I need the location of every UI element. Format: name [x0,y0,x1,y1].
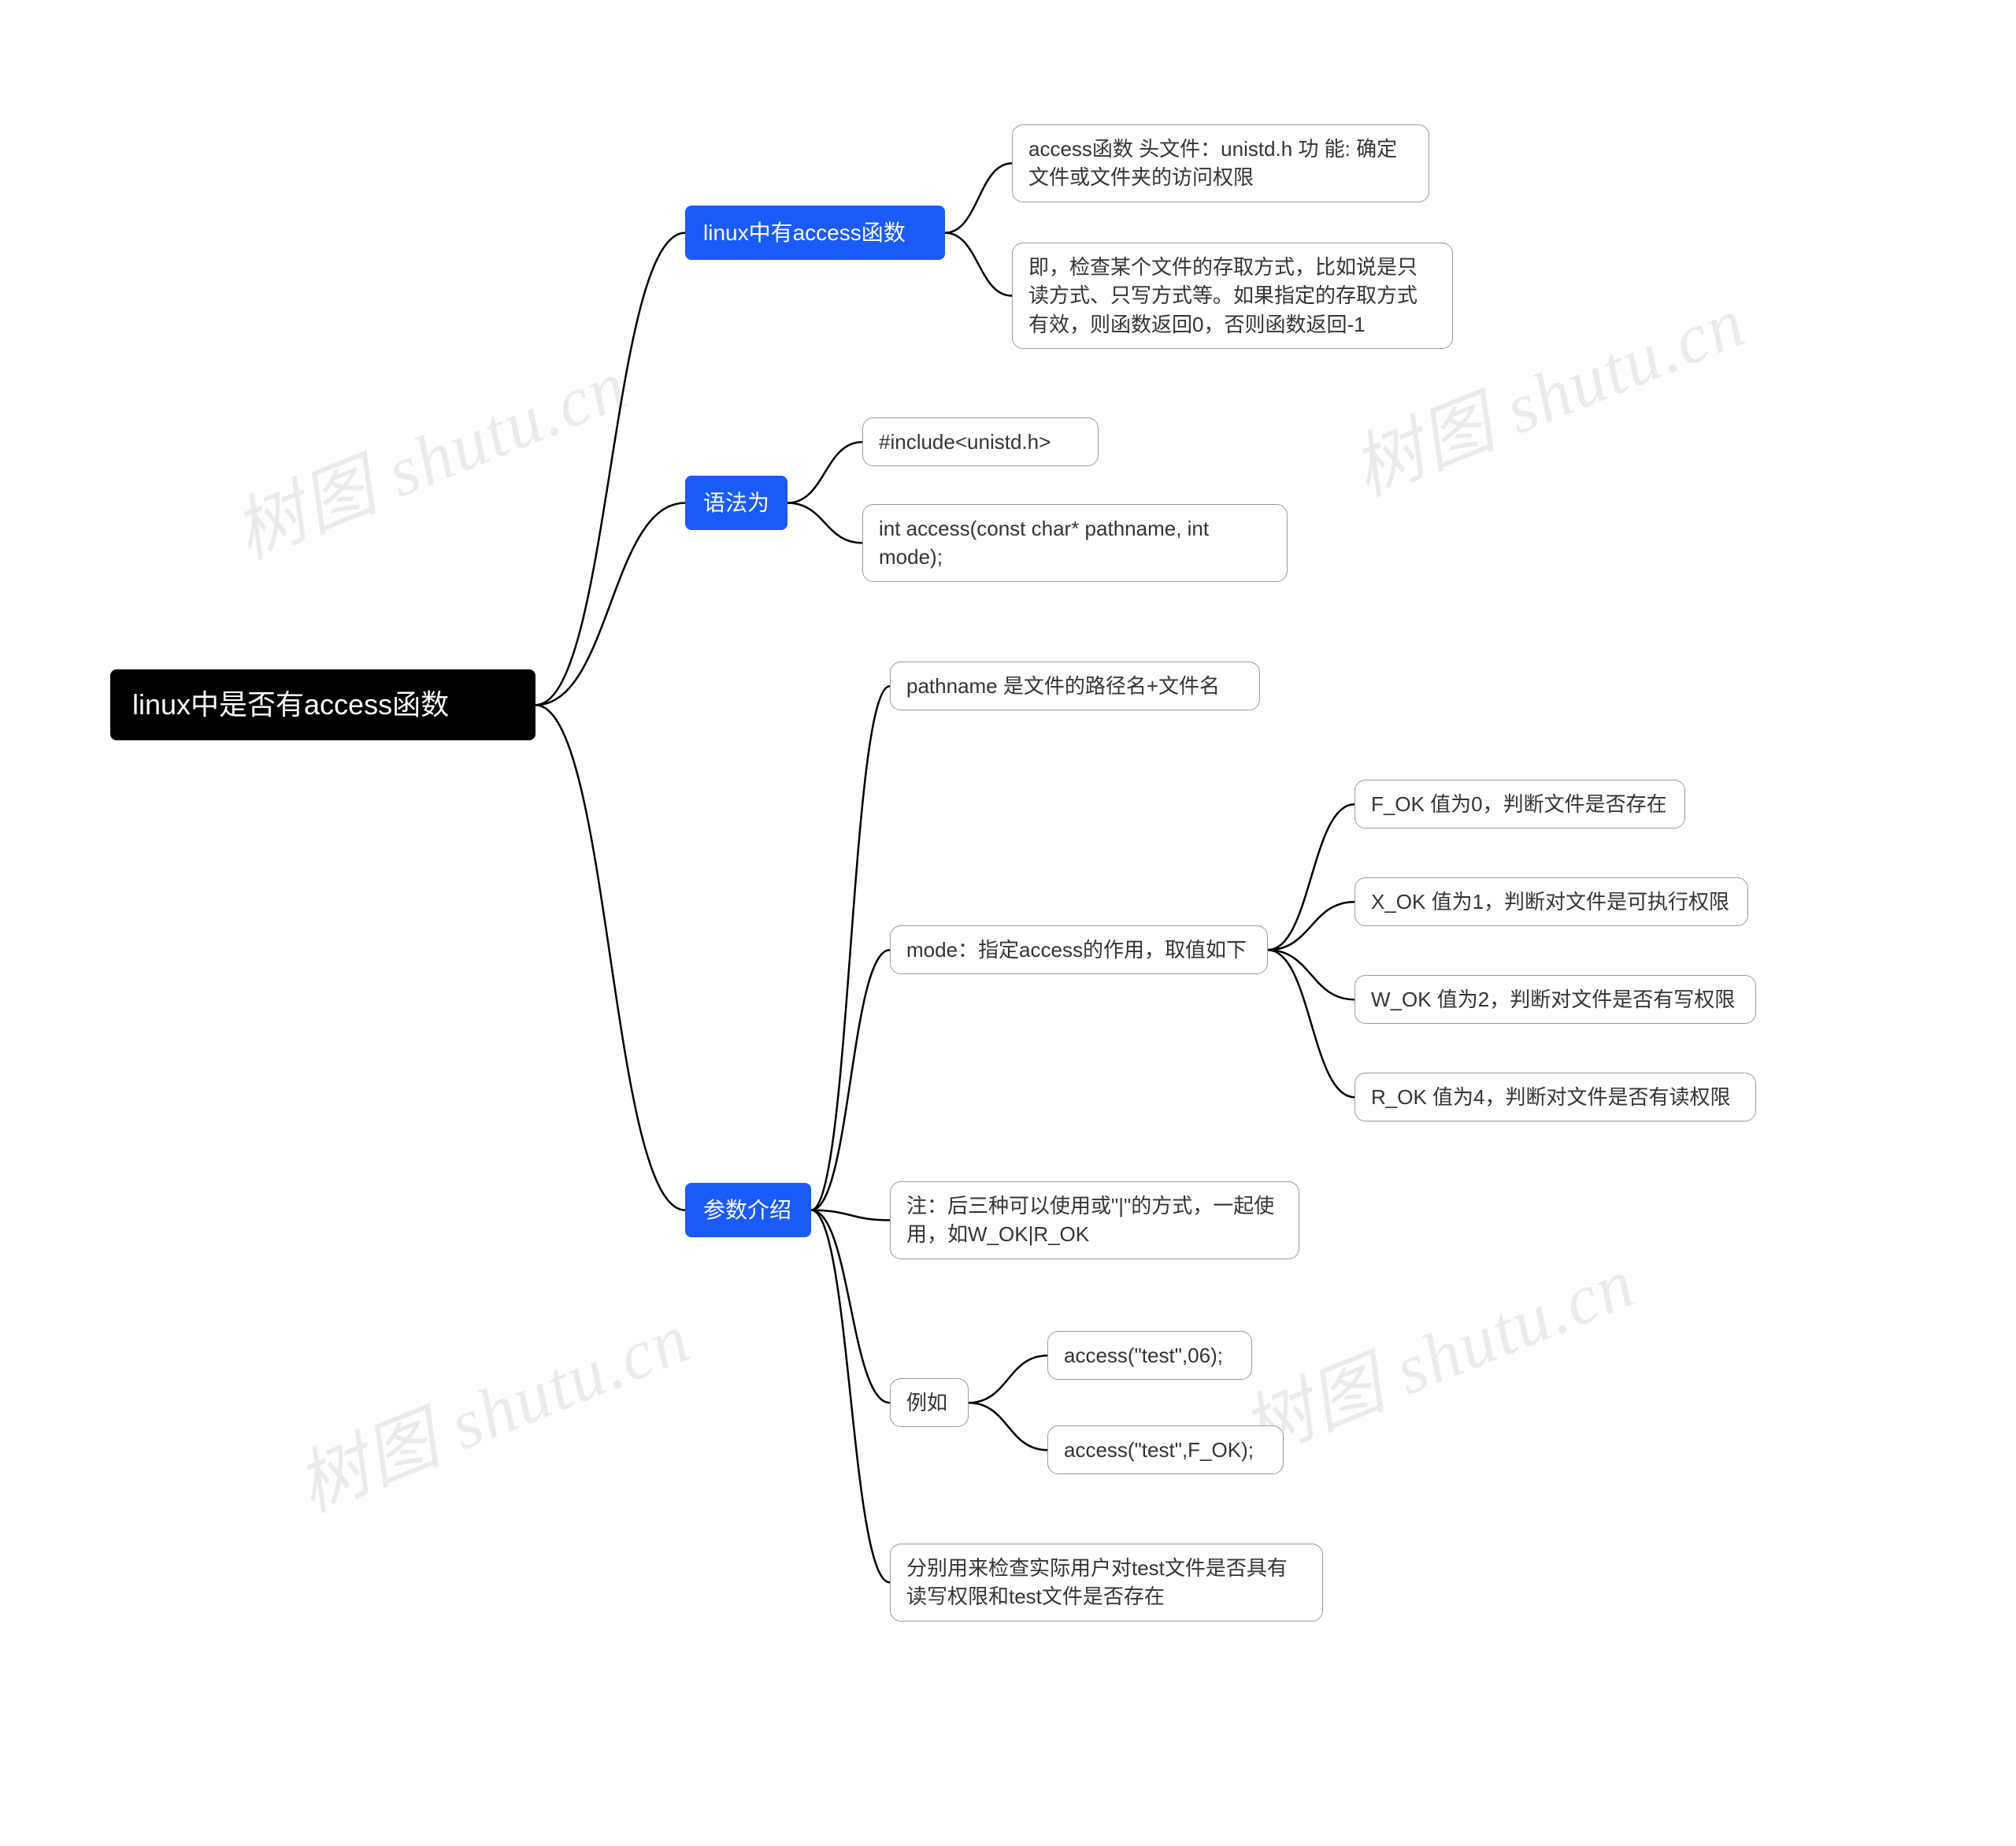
leaf-include[interactable]: #include<unistd.h> [862,417,1099,466]
leaf-explain[interactable]: 分别用来检查实际用户对test文件是否具有读写权限和test文件是否存在 [890,1544,1323,1622]
leaf-signature[interactable]: int access(const char* pathname, int mod… [862,504,1288,582]
leaf-pathname[interactable]: pathname 是文件的路径名+文件名 [890,662,1260,710]
leaf-note[interactable]: 注：后三种可以使用或"|"的方式，一起使用，如W_OK|R_OK [890,1181,1299,1259]
watermark: 树图 shutu.cn [217,328,639,578]
branch-syntax[interactable]: 语法为 [685,476,788,530]
leaf-check-mode[interactable]: 即，检查某个文件的存取方式，比如说是只读方式、只写方式等。如果指定的存取方式有效… [1012,243,1453,349]
leaf-rok[interactable]: R_OK 值为4，判断对文件是否有读权限 [1354,1073,1756,1121]
branch-access-exists[interactable]: linux中有access函数 [685,206,945,260]
leaf-wok[interactable]: W_OK 值为2，判断对文件是否有写权限 [1354,975,1756,1024]
leaf-header-desc[interactable]: access函数 头文件：unistd.h 功 能: 确定文件或文件夹的访问权限 [1012,124,1429,202]
leaf-xok[interactable]: X_OK 值为1，判断对文件是可执行权限 [1354,877,1748,926]
branch-params[interactable]: 参数介绍 [685,1183,811,1237]
watermark: 树图 shutu.cn [280,1281,702,1531]
watermark: 树图 shutu.cn [1225,1225,1647,1476]
leaf-example[interactable]: 例如 [890,1378,969,1427]
leaf-mode[interactable]: mode：指定access的作用，取值如下 [890,925,1268,974]
root-node[interactable]: linux中是否有access函数 [110,669,536,740]
leaf-example-fok[interactable]: access("test",F_OK); [1047,1425,1284,1474]
leaf-fok[interactable]: F_OK 值为0，判断文件是否存在 [1354,780,1685,828]
leaf-example-06[interactable]: access("test",06); [1047,1331,1252,1380]
